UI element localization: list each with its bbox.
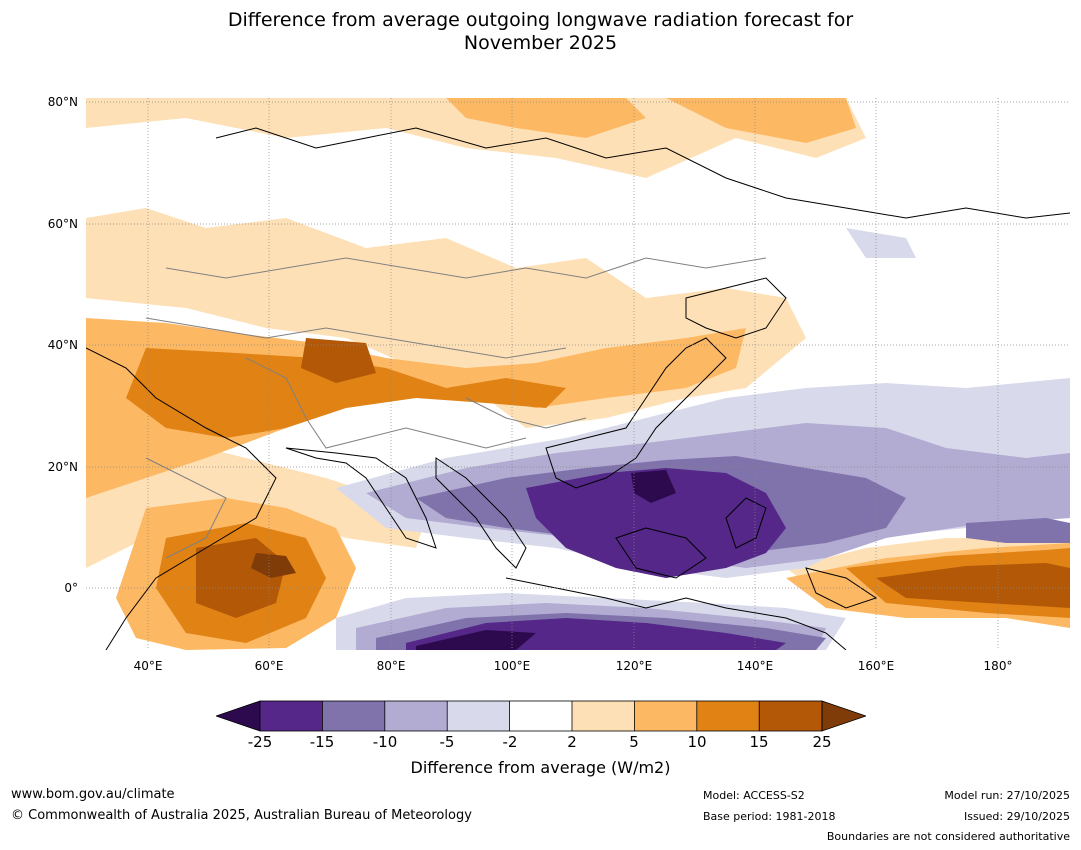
title-line-2: November 2025 [463,32,618,54]
lon-label-160e: 160°E [857,659,895,673]
colorbar-tick: 25 [812,733,832,751]
colorbar-tick: -5 [439,733,455,751]
footer-issued: Issued: 29/10/2025 [963,810,1070,823]
anomaly-shading-darkest-brown [251,553,296,578]
colorbar-tick: 10 [687,733,707,751]
lon-label-180: 180° [983,659,1013,673]
colorbar-max-extension [821,700,868,732]
lat-label-0: 0° [64,581,78,595]
colorbar [214,700,868,736]
colorbar-swatch [759,701,822,731]
colorbar-min-extension [214,700,261,732]
title-line-1: Difference from average outgoing longwav… [227,9,854,31]
colorbar-swatch [509,701,572,731]
colorbar-swatch [322,701,385,731]
colorbar-tick: 5 [629,733,639,751]
lon-label-80e: 80°E [376,659,406,673]
lon-label-40e: 40°E [133,659,163,673]
footer-url[interactable]: www.bom.gov.au/climate [11,787,175,802]
colorbar-tick: -15 [309,733,335,751]
colorbar-swatch [634,701,697,731]
colorbar-swatch [696,701,760,731]
footer-disclaimer: Boundaries are not considered authoritat… [826,830,1070,843]
footer-copyright: © Commonwealth of Australia 2025, Austra… [11,808,472,823]
lat-label-40n: 40°N [47,338,78,352]
footer-base-period: Base period: 1981-2018 [703,810,836,823]
footer-model-run: Model run: 27/10/2025 [944,789,1070,802]
footer-model: Model: ACCESS-S2 [703,789,805,802]
chart-title: Difference from average outgoing longwav… [0,9,1081,55]
country-borders [145,257,767,559]
colorbar-tick: -25 [247,733,273,751]
coastlines [86,127,1070,650]
colorbar-swatch [447,701,510,731]
lat-label-60n: 60°N [47,217,78,231]
lon-label-60e: 60°E [254,659,284,673]
map-gridlines [86,98,1070,650]
olr-anomaly-map [86,98,1070,650]
colorbar-swatch [260,701,323,731]
lon-label-140e: 140°E [736,659,774,673]
colorbar-swatch [384,701,448,731]
lon-label-100e: 100°E [493,659,531,673]
colorbar-label: Difference from average (W/m2) [410,758,671,777]
lat-label-20n: 20°N [47,460,78,474]
colorbar-tick: 2 [567,733,577,751]
lon-label-120e: 120°E [615,659,653,673]
lat-label-80n: 80°N [47,95,78,109]
colorbar-tick: -10 [372,733,398,751]
colorbar-swatch [572,701,635,731]
anomaly-shading-darkest-purple [416,470,676,650]
colorbar-tick: 15 [749,733,769,751]
colorbar-tick: -2 [502,733,518,751]
